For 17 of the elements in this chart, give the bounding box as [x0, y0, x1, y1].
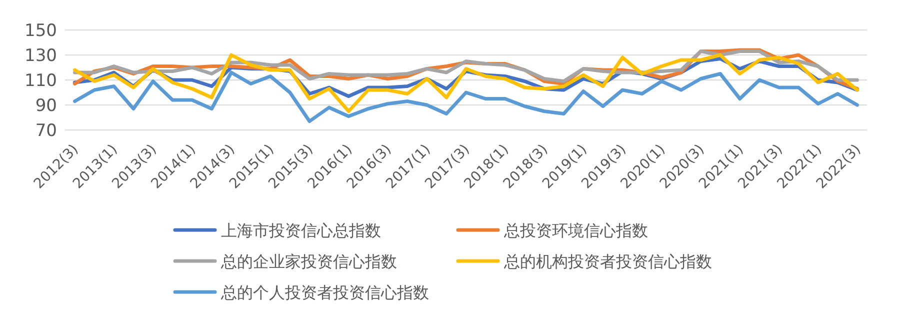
y-tick-label: 130	[24, 46, 57, 66]
y-tick-label: 90	[35, 96, 57, 116]
line-series	[73, 53, 859, 113]
legend-label: 总投资环境信心指数	[503, 221, 648, 240]
legend-item: 上海市投资信心总指数	[173, 221, 381, 240]
legend-label: 上海市投资信心总指数	[221, 221, 381, 240]
y-tick-label: 70	[35, 121, 57, 141]
legend-label: 总的个人投资者投资信心指数	[220, 283, 429, 302]
legend-item: 总的个人投资者投资信心指数	[173, 283, 429, 302]
legend-label: 总的企业家投资信心指数	[220, 252, 397, 271]
legend-item: 总的企业家投资信心指数	[173, 252, 397, 271]
y-tick-label: 150	[24, 21, 57, 41]
y-tick-label: 110	[24, 71, 57, 91]
legend-item: 总的机构投资者投资信心指数	[456, 252, 712, 271]
legend-item: 总投资环境信心指数	[456, 221, 648, 240]
line-series	[73, 70, 859, 123]
legend-label: 总的机构投资者投资信心指数	[503, 252, 712, 271]
